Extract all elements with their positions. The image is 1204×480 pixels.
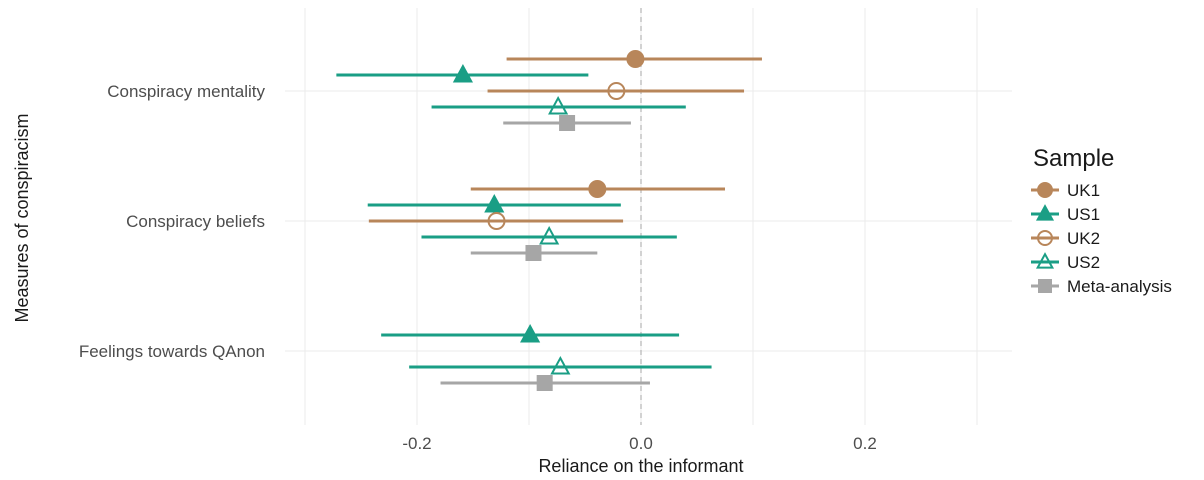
y-tick-label: Conspiracy beliefs: [126, 212, 265, 231]
legend-label: UK2: [1067, 229, 1100, 248]
estimate-us2: [409, 355, 712, 375]
estimate-us2: [431, 95, 686, 115]
point-marker: [487, 212, 506, 230]
point-marker: [1037, 230, 1053, 246]
x-tick-label: 0.2: [853, 434, 877, 453]
legend: Sample UK1 US1 UK2 US2 Meta-analysis: [1031, 145, 1172, 296]
plot-marks: [336, 50, 762, 391]
estimate-uk2: [487, 82, 745, 100]
legend-item: UK1: [1031, 181, 1100, 200]
point-marker: [588, 180, 607, 198]
point-marker: [1035, 252, 1055, 269]
point-marker: [1037, 182, 1053, 198]
x-axis-title: Reliance on the informant: [538, 456, 743, 476]
x-tick-label: 0.0: [629, 434, 653, 453]
legend-label: Meta-analysis: [1067, 277, 1172, 296]
estimate-meta-analysis: [440, 375, 650, 391]
estimate-uk1: [470, 180, 725, 198]
legend-title: Sample: [1033, 145, 1114, 172]
point-marker: [484, 193, 505, 213]
estimate-meta-analysis: [503, 115, 631, 131]
point-marker: [520, 323, 541, 343]
legend-label: US2: [1067, 253, 1100, 272]
estimate-us2: [421, 225, 677, 245]
estimate-us1: [336, 63, 589, 83]
estimate-us1: [367, 193, 621, 213]
point-marker: [607, 82, 626, 100]
point-marker: [1038, 279, 1052, 293]
point-marker: [548, 95, 569, 115]
y-tick-label: Conspiracy mentality: [107, 82, 265, 101]
grid: [285, 8, 1012, 425]
y-axis-title: Measures of conspiracism: [12, 113, 32, 322]
legend-item: Meta-analysis: [1031, 277, 1172, 296]
estimate-uk2: [368, 212, 624, 230]
point-marker: [452, 63, 474, 83]
estimate-uk1: [506, 50, 762, 68]
x-tick-labels: -0.2 0.0 0.2: [402, 434, 876, 453]
point-marker: [536, 375, 553, 391]
legend-item: US1: [1031, 204, 1100, 224]
legend-item: US2: [1031, 252, 1100, 272]
estimate-meta-analysis: [470, 245, 598, 261]
y-tick-label: Feelings towards QAnon: [79, 342, 265, 361]
point-marker: [539, 225, 560, 245]
point-marker: [1035, 204, 1055, 221]
estimate-us1: [381, 323, 680, 343]
point-marker: [626, 50, 645, 68]
legend-label: US1: [1067, 205, 1100, 224]
point-marker: [550, 355, 571, 375]
legend-label: UK1: [1067, 181, 1100, 200]
point-marker: [525, 245, 542, 261]
point-marker: [559, 115, 576, 131]
x-tick-label: -0.2: [402, 434, 431, 453]
legend-item: UK2: [1031, 229, 1100, 248]
y-tick-labels: Conspiracy mentality Conspiracy beliefs Fe…: [79, 82, 266, 361]
